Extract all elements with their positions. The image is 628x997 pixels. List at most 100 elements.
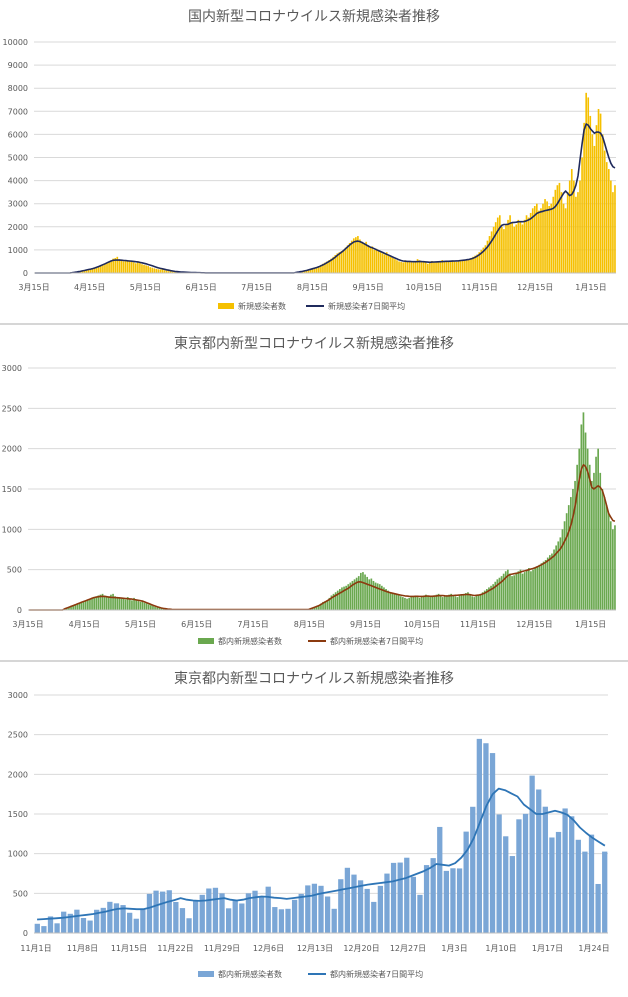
- bar: [152, 606, 154, 610]
- bar: [461, 595, 463, 610]
- bar: [345, 248, 347, 273]
- bar: [436, 595, 438, 610]
- bar: [589, 465, 591, 610]
- bar: [541, 563, 543, 610]
- bar: [371, 902, 376, 933]
- bar: [466, 260, 468, 273]
- bar: [565, 208, 567, 273]
- bar: [233, 900, 238, 933]
- x-tick-label: 11月29日: [204, 944, 240, 953]
- bar: [518, 571, 520, 610]
- bar: [404, 260, 406, 273]
- x-tick-label: 10月15日: [406, 283, 442, 292]
- bar: [376, 249, 378, 273]
- chart-1-svg: 国内新型コロナウイルス新規感染者推移0100020003000400050006…: [0, 0, 628, 322]
- bar: [131, 262, 133, 273]
- legend-bar-swatch: [198, 971, 214, 977]
- bar: [127, 913, 132, 933]
- bar: [345, 868, 350, 933]
- bar: [365, 889, 370, 933]
- bar: [160, 270, 162, 273]
- bar: [606, 505, 608, 610]
- bar: [433, 262, 435, 273]
- bar: [54, 923, 59, 933]
- bar: [602, 852, 607, 933]
- bar: [528, 568, 530, 610]
- bar: [507, 220, 509, 273]
- bar: [378, 886, 383, 933]
- bar: [566, 513, 568, 610]
- bar: [454, 261, 456, 273]
- x-tick-label: 12月6日: [253, 944, 284, 953]
- chart-3-svg: 東京都内新型コロナウイルス新規感染者推移05001000150020002500…: [0, 663, 628, 992]
- bar: [367, 245, 369, 273]
- bar: [206, 888, 211, 933]
- bar: [513, 227, 515, 273]
- bar: [489, 236, 491, 273]
- bar: [567, 192, 569, 273]
- bar: [476, 595, 478, 610]
- bar: [513, 575, 515, 610]
- bar: [495, 222, 497, 273]
- bar: [511, 222, 513, 273]
- bar: [503, 229, 505, 273]
- bar: [351, 241, 353, 273]
- bar: [74, 910, 79, 933]
- x-tick-label: 9月15日: [350, 620, 381, 629]
- bar: [106, 597, 108, 610]
- bar: [61, 912, 66, 933]
- bar: [104, 595, 106, 610]
- bar: [421, 596, 423, 610]
- x-tick-label: 12月15日: [516, 620, 552, 629]
- bar: [576, 840, 581, 933]
- bar: [456, 262, 458, 273]
- bar: [146, 604, 148, 610]
- bar: [606, 162, 608, 273]
- x-tick-label: 7月15日: [237, 620, 268, 629]
- bar: [522, 224, 524, 273]
- bar: [415, 595, 417, 610]
- bar: [173, 902, 178, 933]
- bar: [549, 837, 554, 933]
- bar: [129, 261, 131, 273]
- bar: [499, 215, 501, 273]
- bar: [520, 570, 522, 610]
- bar: [419, 598, 421, 610]
- bar: [493, 227, 495, 273]
- bar: [127, 261, 129, 273]
- bar: [435, 263, 437, 273]
- bar: [549, 555, 551, 610]
- bar: [570, 497, 572, 610]
- bar: [285, 909, 290, 933]
- bar: [400, 596, 402, 610]
- bar: [530, 213, 532, 273]
- bar: [562, 808, 567, 933]
- y-tick-label: 1000: [2, 525, 22, 534]
- bar: [448, 262, 450, 273]
- bar: [417, 597, 419, 610]
- bar: [536, 789, 541, 933]
- bar: [561, 192, 563, 273]
- bar: [406, 261, 408, 273]
- bar: [450, 261, 452, 273]
- bar: [480, 594, 482, 610]
- bar: [394, 594, 396, 610]
- bar: [585, 433, 587, 610]
- bar: [581, 424, 583, 610]
- bar: [369, 248, 371, 273]
- bar: [556, 832, 561, 933]
- y-tick-label: 6000: [8, 130, 28, 139]
- bar: [473, 597, 475, 610]
- bar: [158, 269, 160, 273]
- bar: [459, 595, 461, 610]
- bar: [594, 146, 596, 273]
- bar: [279, 909, 284, 933]
- bar: [477, 739, 482, 933]
- legend-label-bars: 都内新規感染者数: [218, 636, 282, 646]
- bar: [446, 261, 448, 273]
- x-tick-label: 4月15日: [74, 283, 105, 292]
- bar: [134, 919, 139, 933]
- bar: [125, 600, 127, 610]
